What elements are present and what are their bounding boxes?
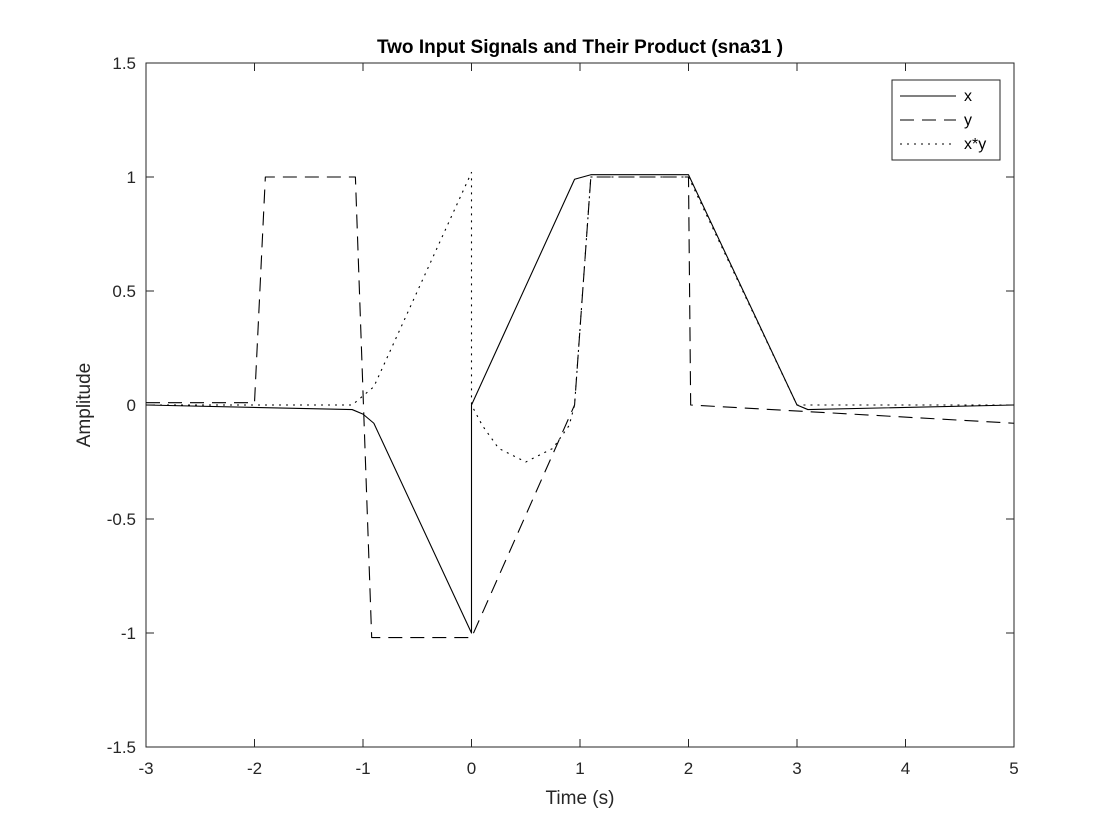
chart-title: Two Input Signals and Their Product (sna… xyxy=(377,37,783,58)
y-tick-label: 0.5 xyxy=(112,282,136,301)
x-tick-label: 3 xyxy=(792,759,801,778)
series-line-y xyxy=(146,176,1015,639)
x-axis-label: Time (s) xyxy=(546,788,615,809)
legend: xy x*y xyxy=(891,79,1001,161)
x-tick-label: 2 xyxy=(684,759,693,778)
y-axis-label: Amplitude xyxy=(74,363,95,448)
x-tick-label: 1 xyxy=(575,759,584,778)
legend-label: x xyxy=(964,88,972,105)
x-tick-label: 4 xyxy=(901,759,910,778)
x-tick-label: -2 xyxy=(247,759,262,778)
x-tick-label: 5 xyxy=(1009,759,1018,778)
series-line-x xyxy=(145,174,1015,634)
y-tick-label: -1.5 xyxy=(107,738,136,757)
series-line-x-y xyxy=(146,171,1014,463)
y-tick-label: 1 xyxy=(127,168,136,187)
x-tick-label: -1 xyxy=(355,759,370,778)
series-group xyxy=(145,171,1015,639)
y-tick-label: -0.5 xyxy=(107,510,136,529)
x-tick-label: -3 xyxy=(138,759,153,778)
legend-label: x*y xyxy=(964,136,986,153)
y-tick-label: -1 xyxy=(121,624,136,643)
y-tick-label: 0 xyxy=(127,396,136,415)
legend-label: y xyxy=(964,112,972,129)
y-tick-label: 1.5 xyxy=(112,54,136,73)
x-tick-label: 0 xyxy=(467,759,476,778)
